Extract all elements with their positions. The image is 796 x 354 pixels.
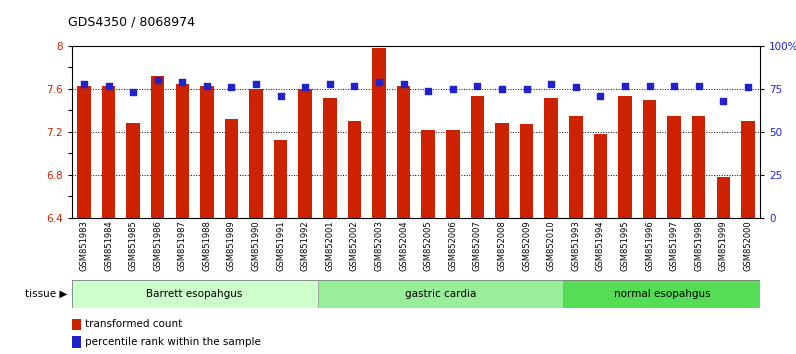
Bar xyxy=(72,280,318,308)
Bar xyxy=(564,280,760,308)
Point xyxy=(323,81,336,87)
Point xyxy=(693,83,705,88)
Point xyxy=(176,79,189,85)
Bar xyxy=(618,96,632,218)
Point xyxy=(250,81,263,87)
Text: Barrett esopahgus: Barrett esopahgus xyxy=(146,289,243,299)
Bar xyxy=(373,48,386,218)
Bar xyxy=(446,130,459,218)
Point xyxy=(643,83,656,88)
Point xyxy=(742,84,755,90)
Bar xyxy=(642,100,656,218)
Bar xyxy=(323,98,337,218)
Text: normal esopahgus: normal esopahgus xyxy=(614,289,710,299)
Point xyxy=(521,86,533,92)
Bar xyxy=(520,124,533,218)
Point xyxy=(496,86,509,92)
Point xyxy=(275,93,287,99)
Point xyxy=(397,81,410,87)
Bar xyxy=(72,319,81,330)
Bar xyxy=(102,86,115,218)
Bar xyxy=(127,123,140,218)
Text: gastric cardia: gastric cardia xyxy=(405,289,476,299)
Bar xyxy=(224,119,238,218)
Bar xyxy=(716,177,730,218)
Bar xyxy=(421,130,435,218)
Text: transformed count: transformed count xyxy=(85,319,182,329)
Point xyxy=(668,83,681,88)
Point xyxy=(201,83,213,88)
Point xyxy=(348,83,361,88)
Bar xyxy=(249,89,263,218)
Point xyxy=(373,79,385,85)
Text: percentile rank within the sample: percentile rank within the sample xyxy=(85,337,261,347)
Bar xyxy=(692,116,705,218)
Bar xyxy=(397,86,411,218)
Bar xyxy=(176,84,189,218)
Point xyxy=(298,84,311,90)
Point xyxy=(594,93,607,99)
Text: tissue ▶: tissue ▶ xyxy=(25,289,68,299)
Bar xyxy=(741,121,755,218)
Bar xyxy=(200,86,213,218)
Bar xyxy=(151,76,165,218)
Point xyxy=(717,98,730,104)
Point xyxy=(77,81,90,87)
Text: GDS4350 / 8068974: GDS4350 / 8068974 xyxy=(68,15,195,28)
Bar xyxy=(544,98,558,218)
Bar xyxy=(348,121,361,218)
Point xyxy=(544,81,557,87)
Bar xyxy=(594,134,607,218)
Point xyxy=(422,88,435,93)
Point xyxy=(447,86,459,92)
Bar xyxy=(569,116,583,218)
Bar xyxy=(667,116,681,218)
Bar xyxy=(318,280,564,308)
Bar xyxy=(298,89,312,218)
Point xyxy=(127,90,139,95)
Point xyxy=(569,84,582,90)
Bar xyxy=(470,96,484,218)
Point xyxy=(102,83,115,88)
Point xyxy=(151,78,164,83)
Bar xyxy=(495,123,509,218)
Point xyxy=(225,84,238,90)
Point xyxy=(471,83,484,88)
Bar xyxy=(72,336,81,348)
Bar xyxy=(274,141,287,218)
Bar xyxy=(77,86,91,218)
Point xyxy=(618,83,631,88)
